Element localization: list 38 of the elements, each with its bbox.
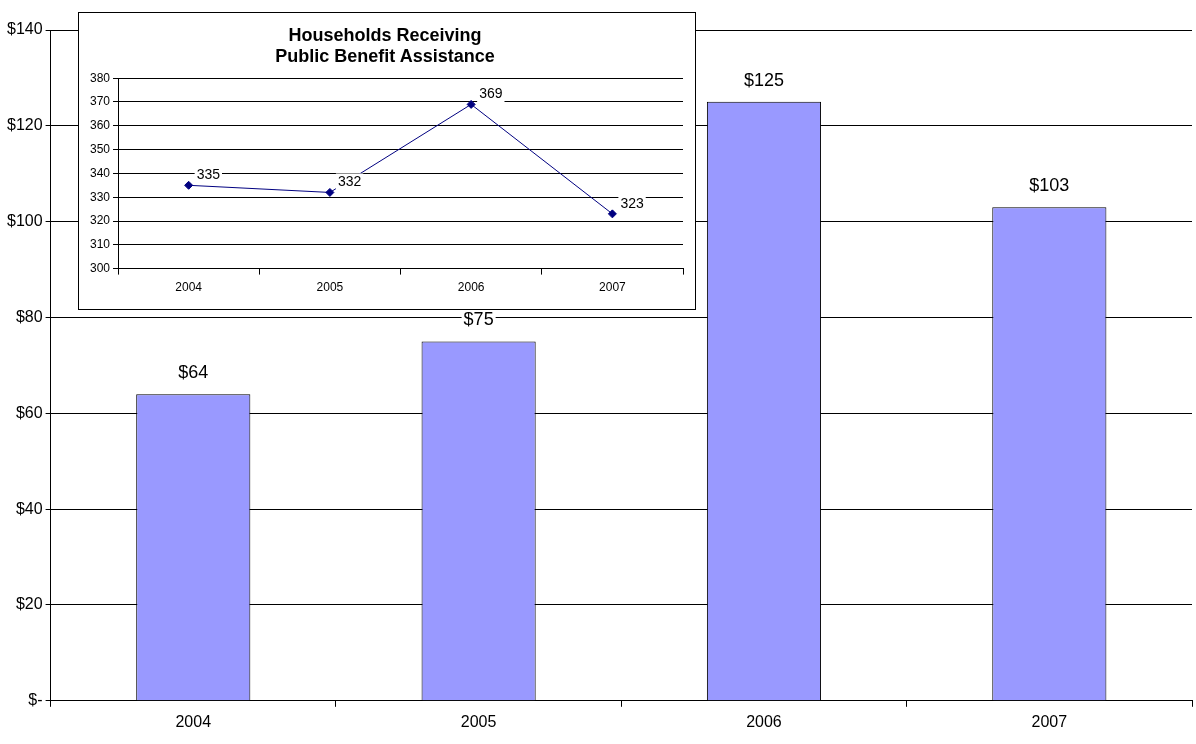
y-tick-label: 350 [89, 141, 111, 156]
y-tick-label: $140 [7, 20, 43, 38]
data-label: 369 [479, 85, 503, 102]
y-tick-label: $120 [7, 116, 43, 134]
y-tick-label: $80 [15, 307, 43, 325]
y-tick-label: 380 [89, 70, 111, 85]
y-tick-label: $100 [7, 212, 43, 230]
x-tick-label: 2005 [316, 280, 344, 295]
x-tick-label: 2007 [599, 280, 627, 295]
data-label: 335 [196, 166, 221, 183]
y-tick-label: $60 [15, 403, 43, 421]
data-label: $64 [178, 362, 209, 383]
x-tick-label: 2004 [175, 280, 203, 295]
point [607, 209, 617, 219]
y-tick-label: $40 [15, 499, 43, 517]
y-tick-label: 300 [89, 260, 111, 275]
y-tick-label: 330 [89, 189, 111, 204]
y-tick-label: 360 [89, 118, 111, 133]
y-tick-label: 320 [89, 213, 111, 228]
x-tick-label: 2005 [460, 712, 497, 730]
data-label: $103 [1029, 175, 1070, 196]
chart-title: Households Receiving Public Benefit Assistance [275, 24, 495, 67]
point [184, 180, 194, 190]
data-label: $75 [463, 309, 494, 330]
data-label: 323 [620, 194, 644, 211]
y-tick-label: $- [28, 691, 43, 709]
point [466, 99, 476, 109]
y-tick-label: 370 [89, 94, 111, 109]
x-tick-label: 2004 [175, 712, 212, 730]
point [325, 187, 335, 197]
y-tick-label: 340 [89, 165, 111, 180]
x-tick-label: 2006 [746, 712, 782, 730]
y-tick-label: $20 [15, 595, 43, 613]
data-label: 332 [337, 173, 362, 190]
data-label: $125 [743, 69, 784, 90]
x-tick-label: 2006 [457, 280, 485, 295]
y-tick-label: 310 [89, 237, 111, 252]
x-tick-label: 2007 [1031, 712, 1068, 730]
